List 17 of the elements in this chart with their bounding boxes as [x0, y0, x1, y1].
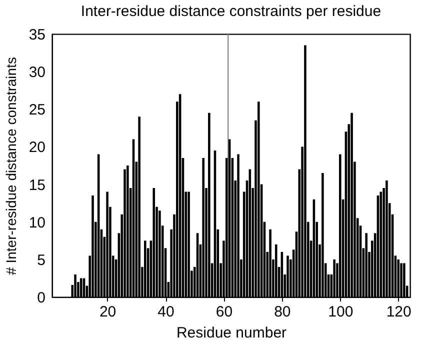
y-tick-label: 0: [37, 290, 46, 306]
y-tick-label: 5: [37, 252, 46, 269]
y-tick-label: 15: [28, 176, 46, 194]
x-axis-title: Residue number: [176, 324, 287, 342]
x-tick-label: 120: [386, 304, 412, 320]
y-axis-title: # Inter-residue distance constraints: [2, 57, 19, 275]
x-tick-label: 80: [274, 304, 291, 320]
y-tick-label: 30: [28, 64, 46, 82]
chart-title: Inter-residue distance constraints per residue: [80, 3, 382, 20]
x-tick-label: 40: [158, 304, 174, 320]
y-tick-label: 35: [28, 26, 46, 44]
y-tick-label: 10: [28, 214, 46, 232]
y-tick-label: 20: [28, 139, 46, 156]
x-tick-label: 20: [99, 304, 116, 320]
y-tick-label: 25: [28, 102, 46, 119]
x-tick-label: 100: [328, 304, 354, 320]
x-tick-label: 60: [216, 304, 233, 320]
